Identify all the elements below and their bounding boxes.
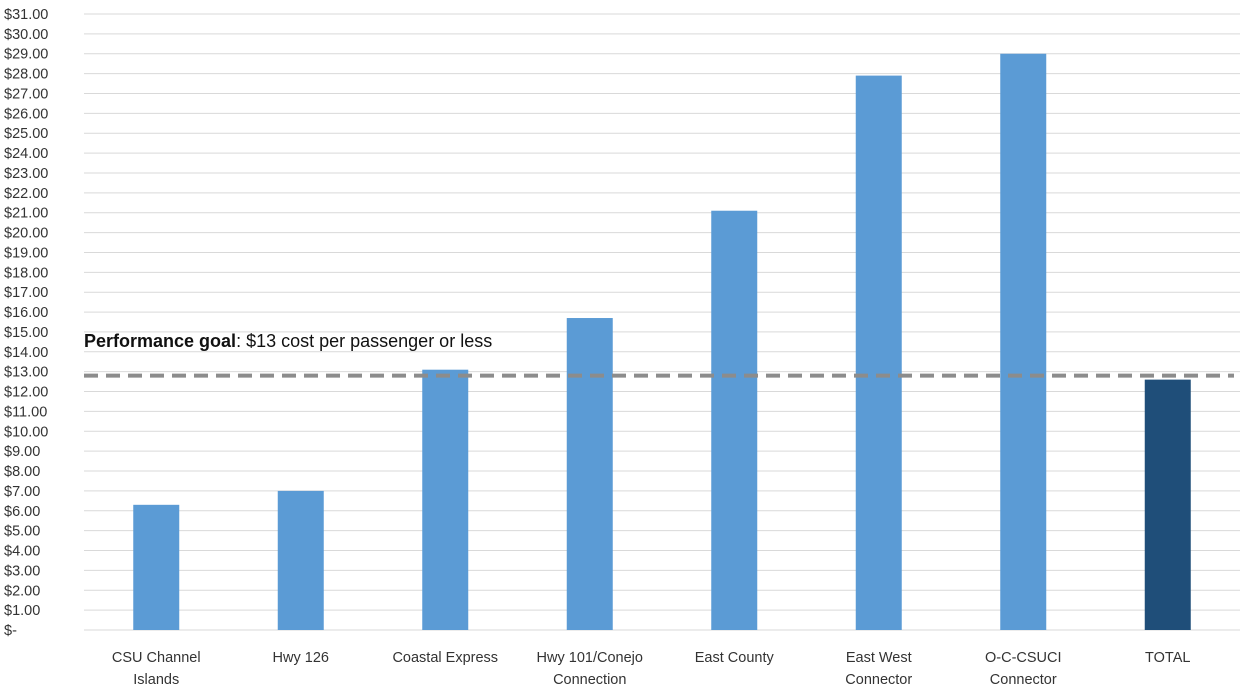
y-tick-label: $7.00: [4, 484, 40, 500]
y-tick-label: $24.00: [4, 146, 48, 162]
y-tick-label: $30.00: [4, 27, 48, 43]
x-category-label: Hwy 126: [273, 650, 329, 666]
y-tick-label: $-: [4, 623, 17, 639]
y-tick-label: $12.00: [4, 385, 48, 401]
x-axis-category-labels: CSU Channel Islands Hwy 126 Coastal Express…: [112, 650, 1191, 688]
bar: [566, 318, 613, 630]
y-tick-label: $29.00: [4, 47, 48, 63]
y-tick-label: $23.00: [4, 166, 48, 182]
y-tick-label: $8.00: [4, 464, 40, 480]
y-tick-label: $15.00: [4, 325, 48, 341]
y-tick-label: $6.00: [4, 504, 40, 520]
y-tick-label: $28.00: [4, 67, 48, 83]
performance-goal-label: Performance goal: [84, 331, 237, 351]
x-category-label: O-C-CSUCI Connector: [985, 650, 1062, 688]
bar: [422, 369, 469, 630]
y-tick-label: $4.00: [4, 544, 40, 560]
y-tick-label: $19.00: [4, 245, 48, 261]
x-category-label: TOTAL: [1145, 650, 1190, 666]
y-tick-label: $25.00: [4, 126, 48, 142]
y-tick-label: $3.00: [4, 563, 40, 579]
y-tick-label: $9.00: [4, 444, 40, 460]
x-category-label: Hwy 101/Conejo Connection: [537, 650, 643, 688]
bars: [133, 53, 1191, 631]
y-tick-label: $17.00: [4, 285, 48, 301]
y-tick-label: $20.00: [4, 226, 48, 242]
bar: [855, 75, 902, 631]
y-tick-label: $13.00: [4, 365, 48, 381]
y-tick-label: $11.00: [4, 404, 47, 420]
y-tick-label: $10.00: [4, 424, 48, 440]
bar: [1144, 379, 1191, 630]
y-tick-label: $31.00: [4, 7, 48, 23]
x-category-label: East County: [695, 650, 775, 666]
x-category-label: CSU Channel Islands: [112, 650, 201, 688]
x-category-label: East West Connector: [845, 650, 912, 688]
bar: [711, 210, 758, 630]
y-tick-label: $27.00: [4, 86, 48, 102]
bar: [1000, 53, 1047, 630]
y-tick-label: $21.00: [4, 206, 48, 222]
y-tick-label: $5.00: [4, 524, 40, 540]
x-category-label: Coastal Express: [392, 650, 498, 666]
performance-goal-text: : $13 cost per passenger or less: [236, 331, 493, 351]
performance-goal-annotation: Performance goal: $13 cost per passenger…: [84, 331, 492, 352]
y-axis-tick-labels: $- $1.00 $2.00 $3.00 $4.00 $5.00 $6.00 $7.00 $8.…: [4, 7, 48, 639]
y-tick-label: $22.00: [4, 186, 48, 202]
y-tick-label: $16.00: [4, 305, 48, 321]
bar: [277, 490, 324, 630]
y-tick-label: $18.00: [4, 265, 48, 281]
y-tick-label: $14.00: [4, 345, 48, 361]
y-tick-label: $1.00: [4, 603, 40, 619]
y-tick-label: $26.00: [4, 106, 48, 122]
bar: [133, 504, 180, 630]
gridlines: [84, 13, 1240, 631]
y-tick-label: $2.00: [4, 583, 40, 599]
